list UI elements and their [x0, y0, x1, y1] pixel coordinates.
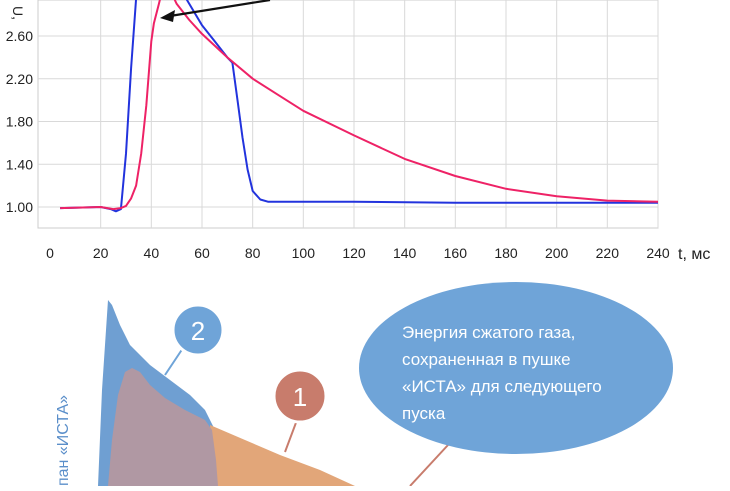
x-tick-label: 180 — [494, 245, 518, 261]
bubble-1-leader — [284, 419, 298, 453]
y-tick-label: 2.20 — [6, 71, 33, 87]
callout-leader — [409, 444, 449, 487]
chart-series — [60, 0, 659, 213]
y-tick-label: 1.80 — [6, 114, 33, 130]
x-tick-label: 220 — [596, 245, 620, 261]
y-tick-label: 2.60 — [6, 28, 33, 44]
callout-bubble — [359, 282, 673, 454]
vertical-label: пан «ИСТА» — [55, 395, 72, 486]
x-tick-label: 120 — [342, 245, 366, 261]
series-line-2 — [60, 0, 659, 211]
chart-grid — [37, 0, 659, 229]
annotation-arrow — [160, 0, 271, 22]
bubble-1-label: 1 — [293, 382, 307, 412]
x-tick-label: 0 — [46, 245, 54, 261]
x-tick-label: 60 — [194, 245, 210, 261]
bubble-2 — [171, 303, 225, 357]
x-tick-label: 200 — [545, 245, 569, 261]
orange-area — [210, 425, 355, 486]
x-tick-label: 20 — [93, 245, 109, 261]
x-tick-label: 100 — [292, 245, 316, 261]
series-line-1 — [60, 0, 658, 213]
bubble-2-label: 2 — [191, 316, 205, 346]
callout-line-1: Энергия сжатого газа, — [402, 323, 575, 342]
callout-line-3: «ИСТА» для следующего — [402, 377, 602, 396]
y-tick-label: 1.00 — [6, 199, 33, 215]
y-axis-label: U, — [10, 6, 26, 20]
x-tick-label: 160 — [444, 245, 468, 261]
callout-text: Энергия сжатого газа, сохраненная в пушк… — [402, 323, 606, 423]
chart-axes: 0 20 40 60 80 100 120 140 160 180 200 220 240 1.00 1.4… — [6, 28, 670, 261]
plot-frame — [37, 0, 659, 229]
callout-line-4: пуска — [402, 404, 446, 423]
energy-diagram: 2 1 Энергия сжатого газа, сохраненная в … — [55, 282, 673, 487]
x-tick-label: 40 — [144, 245, 160, 261]
callout-line-2: сохраненная в пушке — [402, 350, 571, 369]
x-axis-label: t, мс — [678, 246, 710, 263]
pink-area — [108, 368, 218, 486]
bubble-1 — [272, 368, 328, 424]
y-tick-label: 1.40 — [6, 156, 33, 172]
x-tick-label: 80 — [245, 245, 261, 261]
x-tick-label: 140 — [393, 245, 417, 261]
x-tick-label: 240 — [646, 245, 670, 261]
